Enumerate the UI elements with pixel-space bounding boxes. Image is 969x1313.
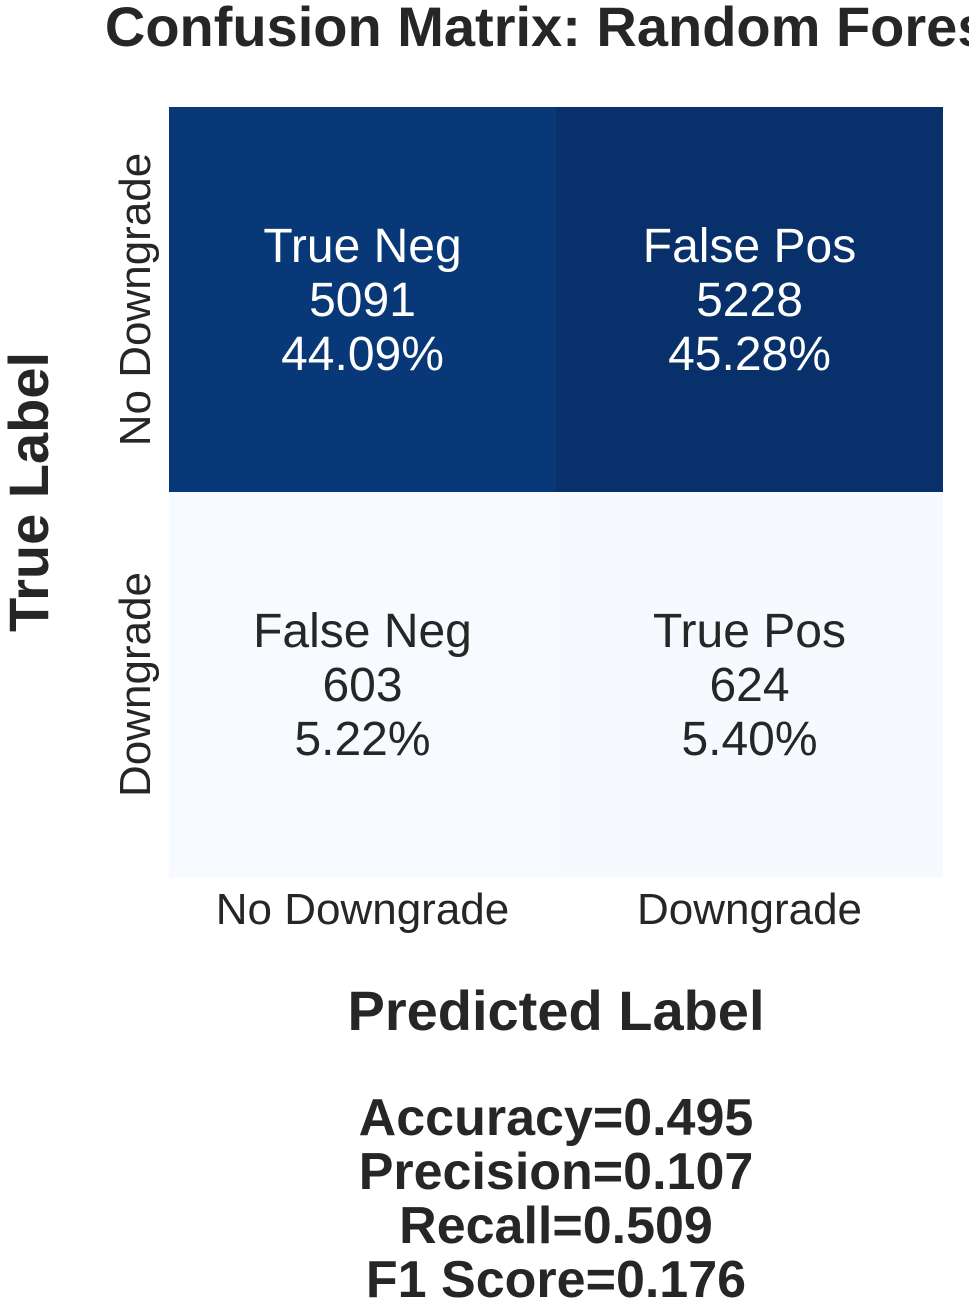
cell-count-label: 624	[709, 659, 789, 712]
metric-line: Precision=0.107	[359, 1143, 754, 1201]
x-tick-label: Downgrade	[637, 885, 862, 934]
x-tick-label: No Downgrade	[216, 885, 510, 934]
cell-percent-label: 45.28%	[668, 328, 831, 381]
cell-name-label: True Pos	[653, 605, 846, 658]
metric-line: Accuracy=0.495	[359, 1089, 754, 1147]
cell-count-label: 5228	[696, 274, 803, 327]
metric-line: Recall=0.509	[399, 1197, 713, 1255]
cell-percent-label: 5.22%	[294, 713, 430, 766]
y-tick-labels: No Downgrade Downgrade	[111, 153, 160, 797]
x-axis-title: Predicted Label	[347, 979, 764, 1042]
heatmap-cell	[556, 492, 943, 877]
y-tick-label: No Downgrade	[111, 153, 160, 447]
heatmap-cell	[556, 107, 943, 492]
cell-percent-label: 44.09%	[281, 328, 444, 381]
heatmap-cell	[169, 492, 556, 877]
cell-percent-label: 5.40%	[681, 713, 817, 766]
metric-line: F1 Score=0.176	[366, 1251, 746, 1309]
y-axis-title: True Label	[0, 352, 60, 632]
heatmap-cell	[169, 107, 556, 492]
cell-count-label: 603	[322, 659, 402, 712]
cell-name-label: False Pos	[643, 220, 856, 273]
cell-name-label: False Neg	[253, 605, 472, 658]
chart-title: Confusion Matrix: Random Forest	[105, 0, 969, 58]
x-tick-labels: No Downgrade Downgrade	[216, 885, 862, 934]
cell-name-label: True Neg	[263, 220, 461, 273]
metrics-block: Accuracy=0.495Precision=0.107Recall=0.50…	[359, 1089, 754, 1309]
y-tick-label: Downgrade	[111, 572, 160, 797]
cell-count-label: 5091	[309, 274, 416, 327]
